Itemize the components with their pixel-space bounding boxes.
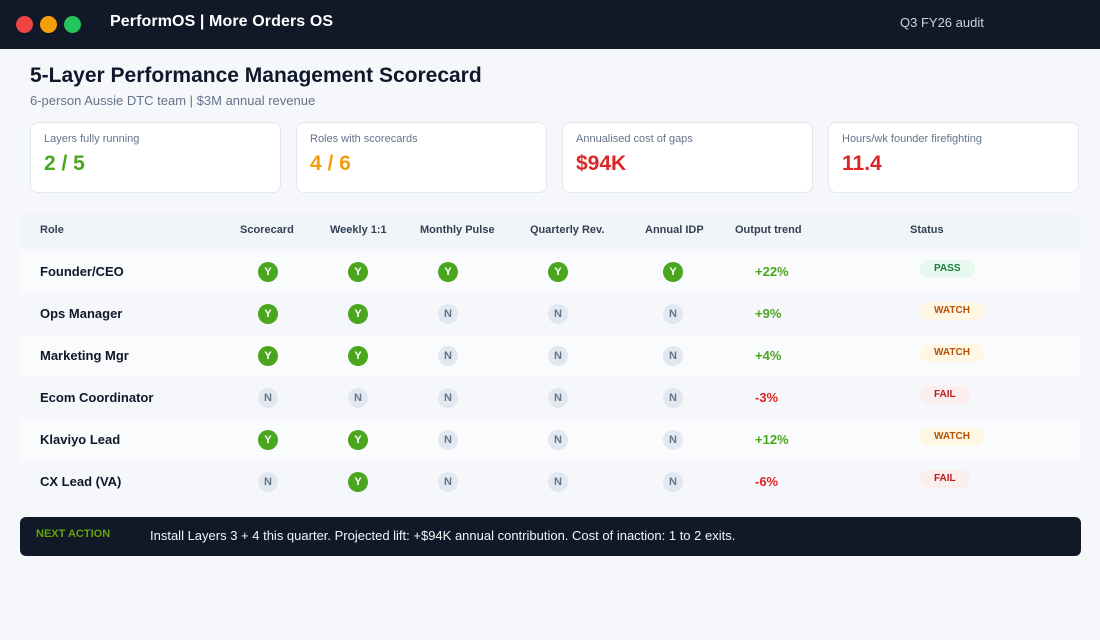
minimize-window-button[interactable] (40, 16, 57, 33)
column-header-annual: Annual IDP (645, 224, 704, 236)
output-trend: -3% (755, 390, 779, 405)
table-row: Ops Manager Y Y N N N +9% WATCH (20, 293, 1081, 335)
layer-yes-badge: Y (438, 262, 458, 282)
layer-no-badge: N (438, 346, 458, 366)
kpi-card-firefighting: Hours/wk founder firefighting 11.4 (828, 122, 1079, 193)
column-header-quarterly: Quarterly Rev. (530, 224, 605, 236)
layer-no-badge: N (548, 472, 568, 492)
layer-yes-badge: Y (258, 304, 278, 324)
kpi-card-layers: Layers fully running 2 / 5 (30, 122, 281, 193)
status-badge: WATCH (920, 302, 984, 320)
maximize-window-button[interactable] (64, 16, 81, 33)
table-row: Klaviyo Lead Y Y N N N +12% WATCH (20, 419, 1081, 461)
layer-yes-badge: Y (348, 304, 368, 324)
audit-label: Q3 FY26 audit (900, 15, 984, 30)
role-name: CX Lead (VA) (40, 474, 122, 489)
status-badge: WATCH (920, 344, 984, 362)
table-row: Ecom Coordinator N N N N N -3% FAIL (20, 377, 1081, 419)
layer-no-badge: N (548, 346, 568, 366)
table-header: Role Scorecard Weekly 1:1 Monthly Pulse … (20, 214, 1081, 248)
kpi-label: Annualised cost of gaps (576, 133, 693, 145)
layer-no-badge: N (258, 388, 278, 408)
kpi-value: $94K (576, 152, 627, 175)
page-title: 5-Layer Performance Management Scorecard (30, 64, 482, 87)
kpi-card-scorecards: Roles with scorecards 4 / 6 (296, 122, 547, 193)
kpi-value: 11.4 (842, 152, 882, 175)
layer-no-badge: N (438, 472, 458, 492)
output-trend: +9% (755, 306, 782, 321)
table-row: CX Lead (VA) N Y N N N -6% FAIL (20, 461, 1081, 503)
next-action-banner: NEXT ACTION Install Layers 3 + 4 this qu… (20, 517, 1081, 556)
column-header-scorecard: Scorecard (240, 224, 294, 236)
layer-yes-badge: Y (663, 262, 683, 282)
layer-no-badge: N (348, 388, 368, 408)
status-badge: FAIL (920, 470, 970, 488)
layer-no-badge: N (663, 388, 683, 408)
table-row: Marketing Mgr Y Y N N N +4% WATCH (20, 335, 1081, 377)
layer-yes-badge: Y (258, 430, 278, 450)
layer-no-badge: N (438, 304, 458, 324)
kpi-value: 2 / 5 (44, 152, 85, 175)
scorecard-table: Role Scorecard Weekly 1:1 Monthly Pulse … (20, 214, 1081, 504)
role-name: Klaviyo Lead (40, 432, 121, 447)
status-badge: FAIL (920, 386, 970, 404)
kpi-value: 4 / 6 (310, 152, 351, 175)
kpi-label: Layers fully running (44, 133, 140, 145)
status-badge: PASS (920, 260, 975, 278)
layer-no-badge: N (663, 472, 683, 492)
role-name: Ops Manager (40, 306, 123, 321)
role-name: Ecom Coordinator (40, 390, 154, 405)
layer-yes-badge: Y (348, 472, 368, 492)
layer-no-badge: N (548, 430, 568, 450)
output-trend: +12% (755, 432, 789, 447)
layer-no-badge: N (663, 430, 683, 450)
layer-no-badge: N (663, 304, 683, 324)
next-action-tag: NEXT ACTION (36, 528, 111, 540)
output-trend: +4% (755, 348, 782, 363)
status-badge: WATCH (920, 428, 984, 446)
layer-no-badge: N (663, 346, 683, 366)
layer-no-badge: N (438, 430, 458, 450)
layer-no-badge: N (548, 388, 568, 408)
column-header-monthly: Monthly Pulse (420, 224, 495, 236)
layer-no-badge: N (548, 304, 568, 324)
layer-yes-badge: Y (258, 346, 278, 366)
column-header-weekly: Weekly 1:1 (330, 224, 387, 236)
layer-yes-badge: Y (348, 430, 368, 450)
page-subtitle: 6-person Aussie DTC team | $3M annual re… (30, 93, 316, 108)
layer-no-badge: N (258, 472, 278, 492)
column-header-role: Role (40, 224, 64, 236)
kpi-label: Roles with scorecards (310, 133, 418, 145)
output-trend: +22% (755, 264, 789, 279)
role-name: Marketing Mgr (40, 348, 129, 363)
column-header-trend: Output trend (735, 224, 802, 236)
next-action-text: Install Layers 3 + 4 this quarter. Proje… (150, 528, 736, 543)
title-bar: PerformOS | More Orders OS Q3 FY26 audit (0, 0, 1100, 49)
output-trend: -6% (755, 474, 779, 489)
table-row: Founder/CEO Y Y Y Y Y +22% PASS (20, 251, 1081, 293)
column-header-status: Status (910, 224, 944, 236)
layer-yes-badge: Y (258, 262, 278, 282)
role-name: Founder/CEO (40, 264, 124, 279)
layer-yes-badge: Y (348, 262, 368, 282)
app-title: PerformOS | More Orders OS (110, 13, 334, 30)
kpi-label: Hours/wk founder firefighting (842, 133, 983, 145)
kpi-card-cost-of-gaps: Annualised cost of gaps $94K (562, 122, 813, 193)
layer-no-badge: N (438, 388, 458, 408)
layer-yes-badge: Y (348, 346, 368, 366)
layer-yes-badge: Y (548, 262, 568, 282)
close-window-button[interactable] (16, 16, 33, 33)
